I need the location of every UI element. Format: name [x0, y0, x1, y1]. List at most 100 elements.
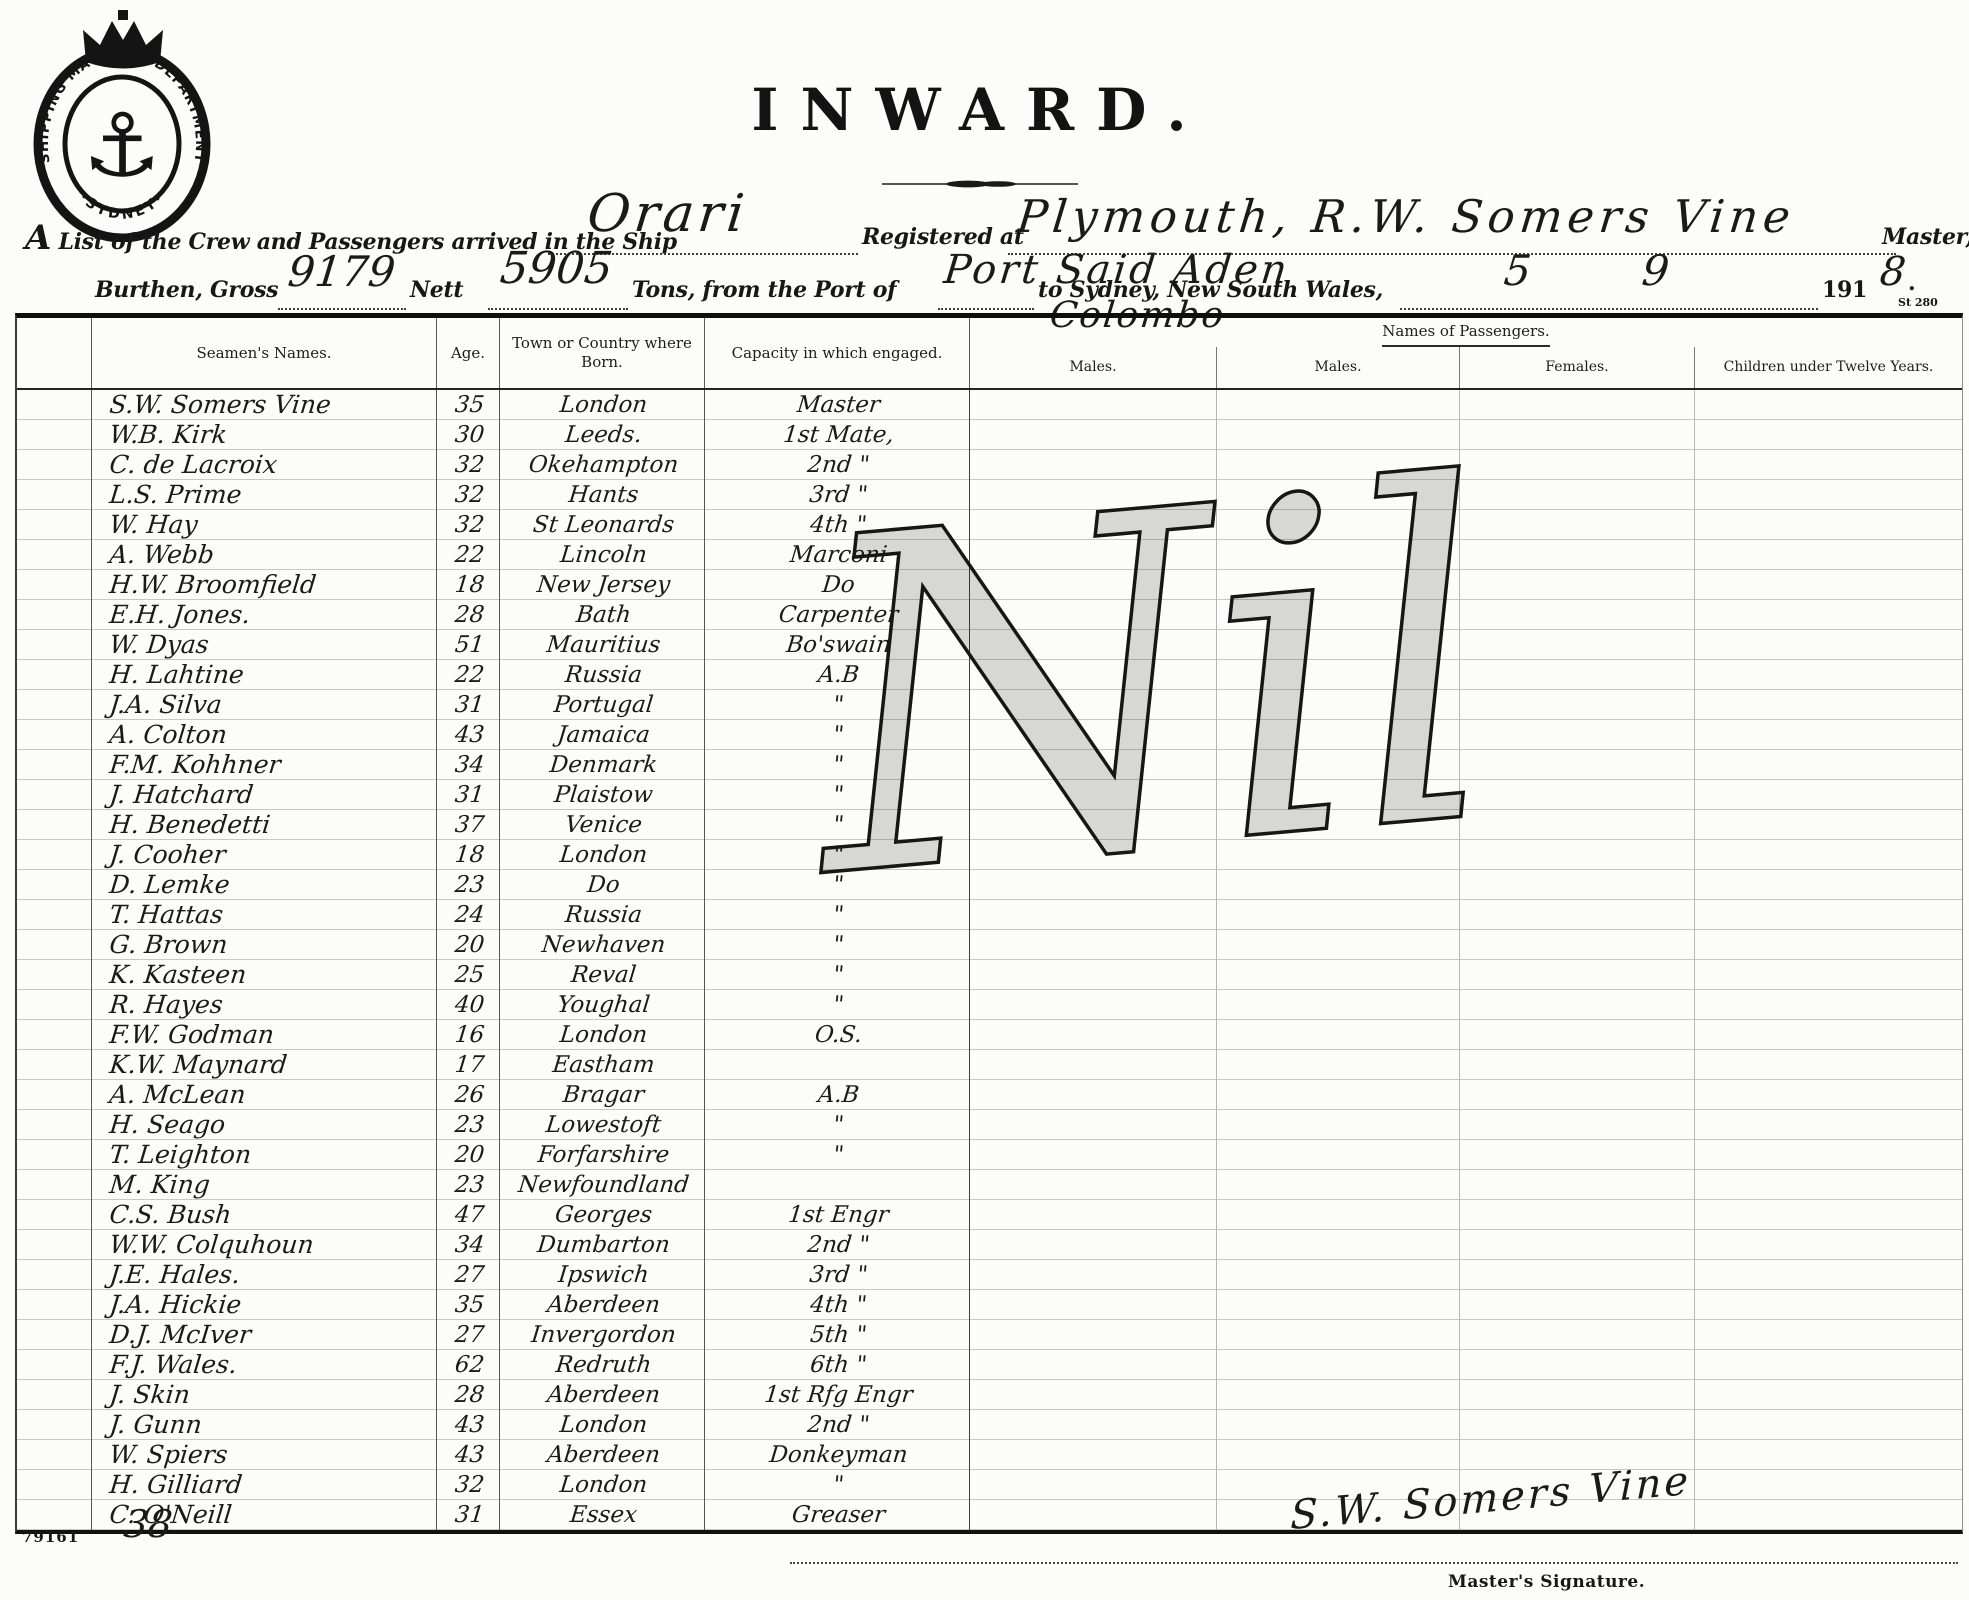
margin-cell	[17, 1380, 92, 1410]
seaman-name-cell: H. Benedetti	[92, 810, 437, 840]
seaman-name-cell: F.W. Godman	[92, 1020, 437, 1050]
age-cell: 17	[437, 1050, 500, 1080]
age-cell: 20	[437, 1140, 500, 1170]
passenger-males-2-cell	[1217, 540, 1460, 570]
passenger-males-2-cell	[1217, 1380, 1460, 1410]
capacity-cell: "	[705, 780, 970, 810]
passenger-females-cell	[1460, 480, 1695, 510]
capacity-cell: A.B	[705, 660, 970, 690]
margin-cell	[17, 870, 92, 900]
passenger-males-2-cell	[1217, 1470, 1460, 1500]
crew-row: H. Gilliard 32 London "	[17, 1470, 1962, 1500]
margin-cell	[17, 1200, 92, 1230]
town-cell: Aberdeen	[500, 1380, 705, 1410]
seaman-name-cell: A. McLean	[92, 1080, 437, 1110]
seaman-name-cell: A. Webb	[92, 540, 437, 570]
passenger-males-2-cell	[1217, 1230, 1460, 1260]
registered-at-rule	[1008, 253, 1896, 255]
crew-row: J. Skin 28 Aberdeen 1st Rfg Engr	[17, 1380, 1962, 1410]
passenger-males-1-cell	[970, 1320, 1217, 1350]
passenger-females-cell	[1460, 720, 1695, 750]
seaman-name-cell: J. Cooher	[92, 840, 437, 870]
passenger-females-cell	[1460, 1020, 1695, 1050]
town-cell: London	[500, 840, 705, 870]
passenger-males-1-cell	[970, 720, 1217, 750]
crew-row: H. Benedetti 37 Venice "	[17, 810, 1962, 840]
age-cell: 32	[437, 480, 500, 510]
arrival-day-value: 5	[1501, 246, 1534, 295]
passenger-children-cell	[1695, 1410, 1962, 1440]
age-cell: 18	[437, 570, 500, 600]
passenger-females-cell	[1460, 540, 1695, 570]
passenger-females-cell	[1460, 960, 1695, 990]
crew-row: J. Cooher 18 London "	[17, 840, 1962, 870]
seaman-name-cell: C.S. Bush	[92, 1200, 437, 1230]
town-cell: Denmark	[500, 750, 705, 780]
crew-row: T. Leighton 20 Forfarshire "	[17, 1140, 1962, 1170]
margin-cell	[17, 1260, 92, 1290]
passenger-children-cell	[1695, 930, 1962, 960]
capacity-cell: Donkeyman	[705, 1440, 970, 1470]
passenger-children-cell	[1695, 1050, 1962, 1080]
passenger-females-cell	[1460, 1350, 1695, 1380]
town-cell: Russia	[500, 660, 705, 690]
seaman-name-cell: R. Hayes	[92, 990, 437, 1020]
passenger-males-2-cell	[1217, 690, 1460, 720]
seaman-name-cell: C. O'Neill	[92, 1500, 437, 1530]
passenger-children-cell	[1695, 1350, 1962, 1380]
town-cell: Forfarshire	[500, 1140, 705, 1170]
margin-cell	[17, 900, 92, 930]
town-cell: Lowestoft	[500, 1110, 705, 1140]
capacity-cell: 3rd "	[705, 1260, 970, 1290]
margin-cell	[17, 1110, 92, 1140]
passenger-children-cell	[1695, 1500, 1962, 1530]
passenger-males-1-cell	[970, 840, 1217, 870]
margin-cell	[17, 1410, 92, 1440]
age-cell: 62	[437, 1350, 500, 1380]
passenger-females-cell	[1460, 750, 1695, 780]
age-cell: 30	[437, 420, 500, 450]
margin-cell	[17, 1290, 92, 1320]
nett-tonnage-value: 5905	[497, 243, 616, 294]
town-cell: Okehampton	[500, 450, 705, 480]
table-body: S.W. Somers Vine 35 London Master W.B. K…	[17, 390, 1962, 1530]
passenger-males-1-cell	[970, 510, 1217, 540]
seaman-name-cell: F.M. Kohhner	[92, 750, 437, 780]
age-cell: 32	[437, 450, 500, 480]
capacity-cell: 2nd "	[705, 1230, 970, 1260]
passenger-females-cell	[1460, 810, 1695, 840]
margin-cell	[17, 570, 92, 600]
passenger-children-cell	[1695, 690, 1962, 720]
capacity-cell: "	[705, 960, 970, 990]
passenger-females-cell	[1460, 390, 1695, 420]
town-cell: Newhaven	[500, 930, 705, 960]
passenger-females-cell	[1460, 1140, 1695, 1170]
crew-row: F.M. Kohhner 34 Denmark "	[17, 750, 1962, 780]
seaman-name-cell: J.E. Hales.	[92, 1260, 437, 1290]
females-header: Females.	[1460, 347, 1695, 388]
passenger-females-cell	[1460, 1320, 1695, 1350]
crew-row: W.B. Kirk 30 Leeds. 1st Mate,	[17, 420, 1962, 450]
print-code: 79161	[22, 1528, 80, 1546]
registered-at-value: Plymouth, R.W. Somers Vine	[1014, 190, 1798, 243]
capacity-cell: 6th "	[705, 1350, 970, 1380]
margin-cell	[17, 1020, 92, 1050]
passenger-males-2-cell	[1217, 660, 1460, 690]
passenger-females-cell	[1460, 780, 1695, 810]
nett-rule	[488, 308, 628, 310]
capacity-cell: 3rd "	[705, 480, 970, 510]
table-header-row: Seamen's Names. Age. Town or Country whe…	[17, 318, 1962, 390]
seamen-names-header: Seamen's Names.	[92, 318, 437, 388]
seaman-name-cell: H. Seago	[92, 1110, 437, 1140]
crew-row: E.H. Jones. 28 Bath Carpenter	[17, 600, 1962, 630]
passenger-females-cell	[1460, 930, 1695, 960]
passenger-children-cell	[1695, 1170, 1962, 1200]
town-cell: London	[500, 1470, 705, 1500]
seaman-name-cell: D.J. McIver	[92, 1320, 437, 1350]
passenger-children-cell	[1695, 780, 1962, 810]
capacity-cell	[705, 1170, 970, 1200]
capacity-cell: "	[705, 1140, 970, 1170]
passenger-males-1-cell	[970, 780, 1217, 810]
ship-name-value: Orari	[584, 184, 751, 244]
passenger-males-1-cell	[970, 1140, 1217, 1170]
